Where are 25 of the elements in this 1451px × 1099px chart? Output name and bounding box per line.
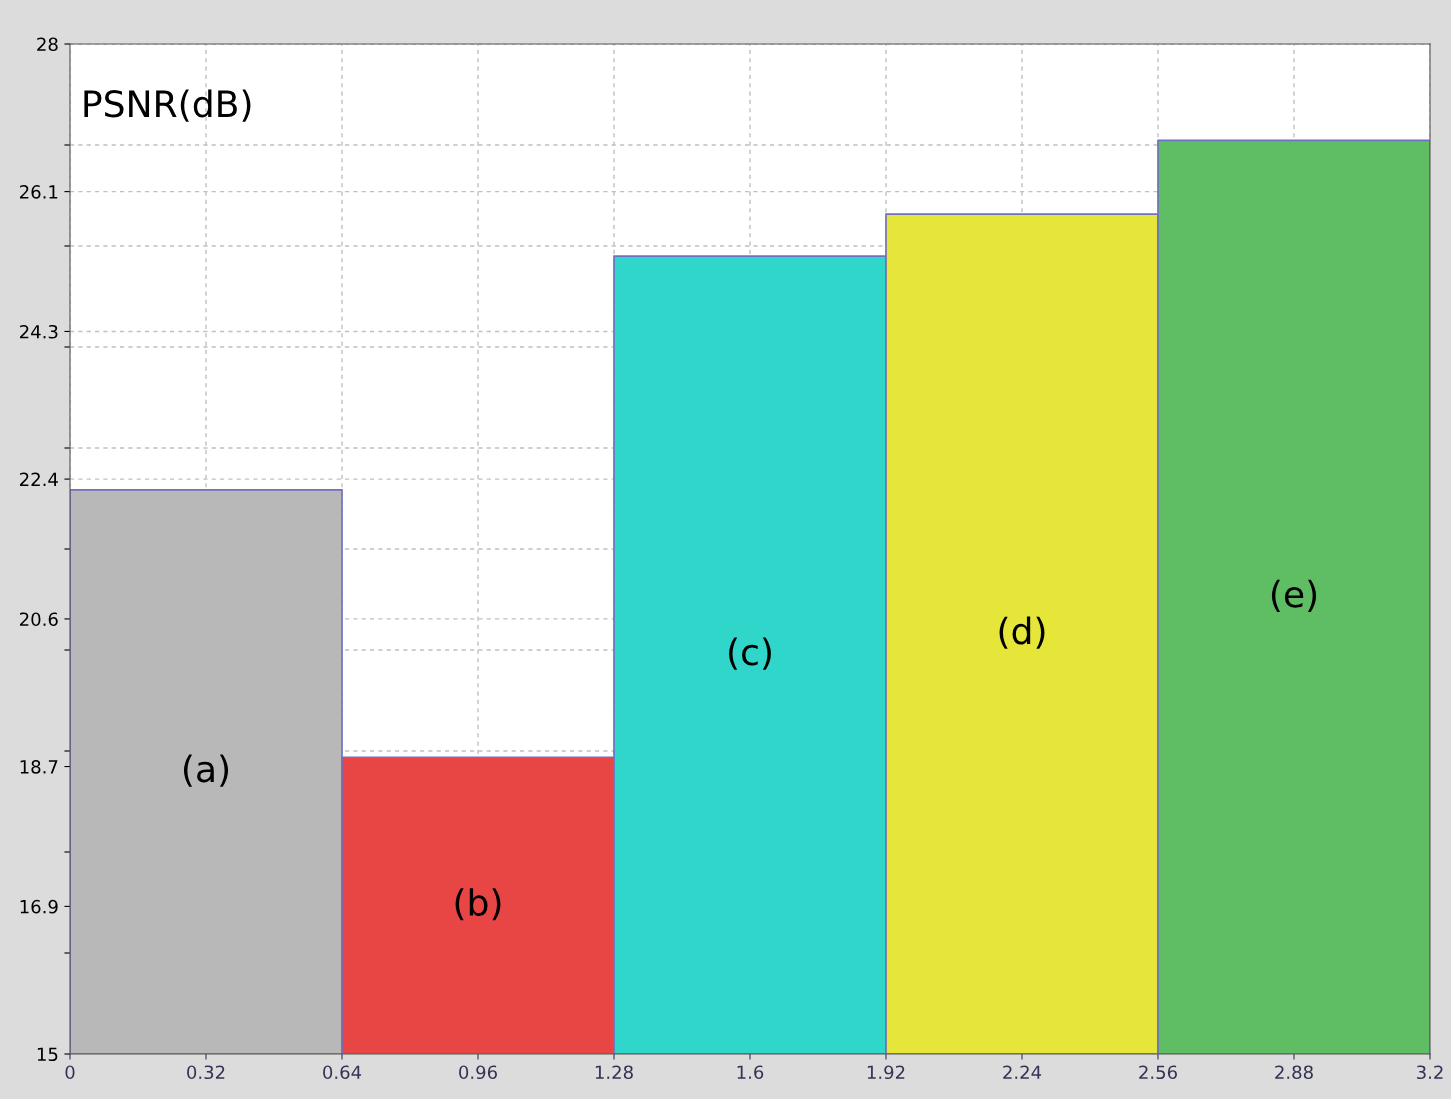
- y-tick-label: 15: [37, 1047, 58, 1062]
- x-tick-label: 1.92: [867, 1065, 905, 1080]
- x-tick-label: 0.32: [187, 1065, 225, 1080]
- y-tick-label: 20.6: [20, 612, 58, 627]
- annotation: (e): [1271, 579, 1317, 612]
- annotation: (a): [183, 754, 229, 787]
- y-tick-label: 16.9: [20, 899, 58, 914]
- x-tick-label: 1.28: [595, 1065, 633, 1080]
- x-tick-label: 0: [65, 1065, 75, 1080]
- y-axis-title: PSNR(dB): [84, 89, 251, 122]
- annotation: (d): [999, 616, 1045, 649]
- y-tick-label: 24.3: [20, 324, 58, 339]
- x-tick-label: 1.6: [737, 1065, 764, 1080]
- x-tick-label: 3.2: [1417, 1065, 1443, 1080]
- x-tick-label: 2.24: [1003, 1065, 1042, 1079]
- x-tick-label: 0.96: [459, 1065, 497, 1080]
- annotation: (c): [729, 637, 771, 670]
- y-tick-label: 28: [37, 37, 58, 52]
- annotation: (b): [455, 888, 501, 921]
- y-tick-label: 26.1: [20, 185, 58, 199]
- x-tick-label: 0.64: [323, 1065, 362, 1080]
- y-tick-label: 22.4: [20, 472, 58, 486]
- x-tick-label: 2.56: [1139, 1065, 1177, 1080]
- y-tick-label: 18.7: [20, 760, 58, 774]
- x-tick-label: 2.88: [1275, 1065, 1313, 1080]
